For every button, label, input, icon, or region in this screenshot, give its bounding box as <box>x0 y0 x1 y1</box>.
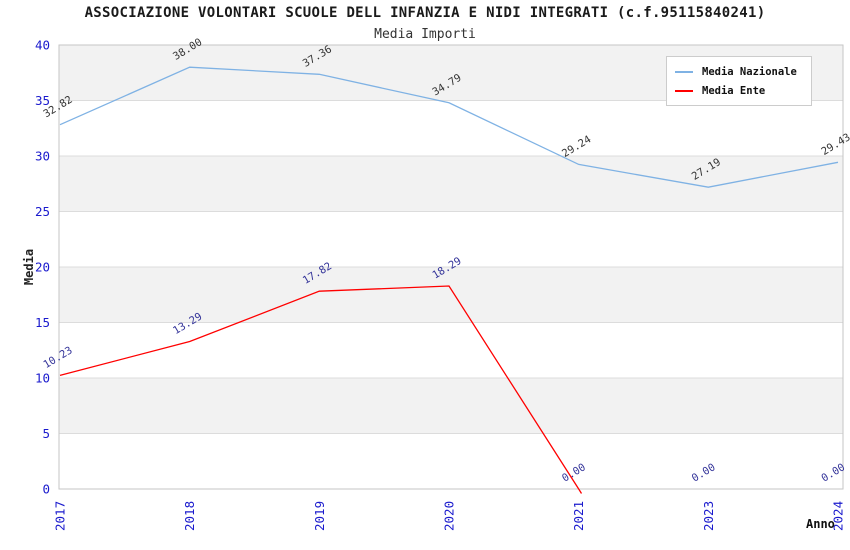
svg-text:0: 0 <box>42 482 50 497</box>
legend-label: Media Ente <box>702 84 766 97</box>
chart-title: ASSOCIAZIONE VOLONTARI SCUOLE DELL INFAN… <box>84 5 766 21</box>
chart-subtitle: Media Importi <box>374 27 476 42</box>
svg-text:15: 15 <box>35 315 50 330</box>
x-axis-label: Anno <box>806 517 835 531</box>
series-line-0 <box>59 66 839 188</box>
svg-text:20: 20 <box>35 260 50 275</box>
gridlines <box>59 100 843 434</box>
legend: Media Nazionale Media Ente <box>666 56 812 106</box>
svg-text:2019: 2019 <box>312 501 327 531</box>
svg-text:35: 35 <box>35 93 50 108</box>
svg-text:40: 40 <box>35 38 50 53</box>
y-tick-labels: 0 5 10 15 20 25 30 35 40 <box>35 38 50 497</box>
plot-border <box>58 44 844 490</box>
series-line-1 <box>59 285 583 494</box>
svg-text:2018: 2018 <box>182 501 197 531</box>
svg-text:10.23: 10.23 <box>41 344 74 371</box>
svg-text:29.43: 29.43 <box>819 131 850 158</box>
legend-item-media-ente: Media Ente <box>675 81 803 100</box>
svg-text:5: 5 <box>42 426 50 441</box>
svg-text:25: 25 <box>35 204 50 219</box>
svg-text:2023: 2023 <box>701 501 716 531</box>
svg-text:2024: 2024 <box>831 501 846 531</box>
y-axis-label: Media <box>22 248 36 286</box>
svg-text:30: 30 <box>35 149 50 164</box>
svg-text:2020: 2020 <box>442 501 457 531</box>
legend-line-swatch <box>675 89 693 92</box>
svg-text:10: 10 <box>35 371 50 386</box>
legend-label: Media Nazionale <box>702 65 797 78</box>
plot-bands <box>59 45 843 434</box>
x-tick-labels: 2017 2018 2019 2020 2021 2023 2024 <box>53 501 846 531</box>
legend-item-media-nazionale: Media Nazionale <box>675 62 803 81</box>
svg-text:2017: 2017 <box>53 501 68 531</box>
legend-line-swatch <box>675 70 693 73</box>
svg-text:2021: 2021 <box>571 501 586 531</box>
svg-text:0.00: 0.00 <box>690 461 718 484</box>
